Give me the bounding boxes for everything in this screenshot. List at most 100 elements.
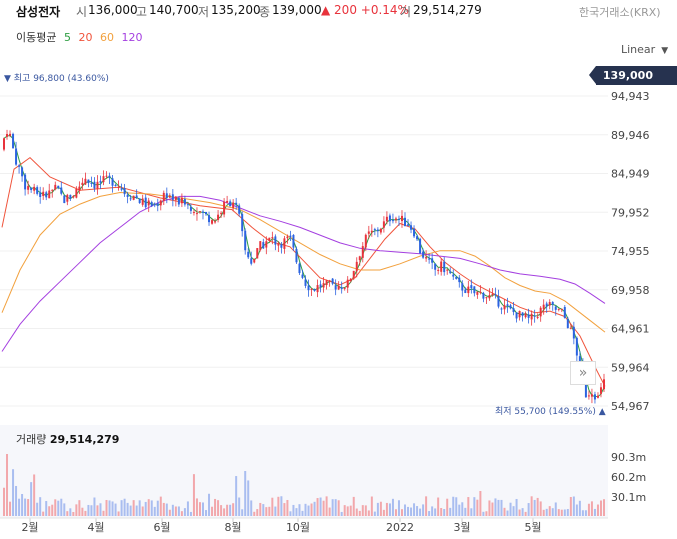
price-tick-label: 64,961 — [611, 323, 650, 336]
candle-body — [262, 242, 265, 249]
volume-bar — [331, 499, 334, 516]
volume-bar — [407, 506, 410, 516]
volume-bar — [108, 500, 111, 516]
volume-bar — [253, 511, 256, 516]
candle-body — [256, 248, 259, 259]
candle-body — [410, 225, 413, 230]
scale-dropdown[interactable]: Linear ▼ — [621, 43, 668, 56]
volume-bar — [482, 511, 485, 516]
volume-bar — [99, 503, 102, 516]
candle-body — [572, 326, 575, 339]
candle-body — [449, 271, 452, 274]
candle-body — [551, 302, 554, 305]
volume-bar — [21, 493, 24, 516]
volume-bar — [60, 498, 63, 516]
candle-body — [138, 198, 141, 204]
volume-bar — [596, 504, 599, 516]
candle-body — [132, 195, 135, 200]
volume-pane-bg — [0, 425, 608, 518]
candle-body — [241, 214, 244, 232]
candle-body — [238, 205, 241, 214]
candle-body — [322, 283, 325, 288]
candle-body — [108, 175, 111, 178]
exchange-label: 한국거래소(KRX) — [579, 6, 661, 19]
candle-body — [563, 307, 566, 318]
candle-body — [419, 238, 422, 254]
candle-body — [316, 285, 319, 293]
volume-bar — [9, 501, 12, 516]
volume-bar — [590, 501, 593, 516]
candle-body — [141, 198, 144, 205]
candle-body — [162, 192, 165, 202]
volume-bar — [241, 509, 244, 516]
scroll-right-button[interactable]: » — [570, 361, 596, 385]
volume-bar — [39, 497, 42, 516]
candle-body — [18, 165, 21, 167]
candle-body — [500, 308, 503, 310]
volume-bar — [443, 509, 446, 516]
volume-bar — [84, 510, 87, 516]
volume-bar — [352, 496, 355, 516]
volume-bar — [337, 500, 340, 516]
volume-bar — [310, 503, 313, 516]
volume-bar — [334, 499, 337, 516]
candle-body — [334, 285, 337, 290]
volume-tick-label: 90.3m — [611, 451, 646, 464]
volume-bar — [286, 499, 289, 516]
candle-body — [69, 194, 72, 199]
volume-bar — [416, 506, 419, 516]
volume-bar — [404, 504, 407, 516]
candle-body — [298, 263, 301, 274]
ma-legend: 이동평균 5 20 60 120 — [16, 29, 142, 45]
volume-bar — [54, 499, 57, 516]
candle-body — [144, 197, 147, 208]
price-axis-ticks: 94,943 89,946 84,949 79,952 74,955 69,958 64,9… — [611, 90, 650, 413]
candlesticks — [3, 129, 605, 404]
volume-bar — [214, 498, 217, 516]
volume-bar — [66, 511, 69, 516]
volume-bar — [328, 507, 331, 516]
volume-bar — [165, 503, 168, 516]
volume-bar — [485, 511, 488, 516]
volume-bar — [129, 505, 132, 516]
candle-body — [171, 194, 174, 200]
volume-bar — [446, 498, 449, 516]
volume-bar — [385, 502, 388, 516]
candle-body — [503, 305, 506, 310]
volume-bar — [467, 497, 470, 516]
volume-bar — [102, 510, 105, 516]
volume-bar — [265, 507, 268, 516]
candle-body — [189, 206, 192, 211]
candle-body — [361, 246, 364, 258]
candle-body — [391, 220, 394, 222]
volume-bar — [440, 508, 443, 516]
ma-5-label: 5 — [63, 31, 71, 44]
volume-bar — [410, 507, 413, 516]
candle-body — [96, 181, 99, 189]
candle-body — [569, 327, 572, 329]
candle-body — [186, 204, 189, 206]
candle-body — [168, 195, 171, 198]
volume-bar — [186, 501, 189, 516]
volume-bar — [247, 480, 250, 516]
x-tick-label: 2월 — [21, 521, 38, 534]
volume-bar — [473, 497, 476, 516]
candle-body — [120, 188, 123, 190]
candle-body — [416, 236, 419, 240]
open-value: 136,000 — [88, 3, 138, 17]
volume-bar — [603, 499, 605, 516]
candle-body — [521, 312, 524, 316]
volume-bar — [431, 506, 434, 516]
volume-bar — [346, 506, 349, 516]
candle-body — [515, 312, 518, 319]
candle-body — [307, 285, 310, 291]
volume-bar — [476, 499, 479, 516]
candle-body — [349, 278, 352, 282]
candle-body — [180, 197, 183, 204]
low-annotation: 최저 55,700 (149.55%) ▲ — [495, 407, 606, 417]
volume-bar — [554, 502, 557, 516]
volume-bar — [397, 500, 400, 516]
quote-header: 삼성전자 시 136,000 고 140,700 저 135,200 종 139… — [0, 0, 677, 22]
volume-bar — [63, 503, 66, 516]
